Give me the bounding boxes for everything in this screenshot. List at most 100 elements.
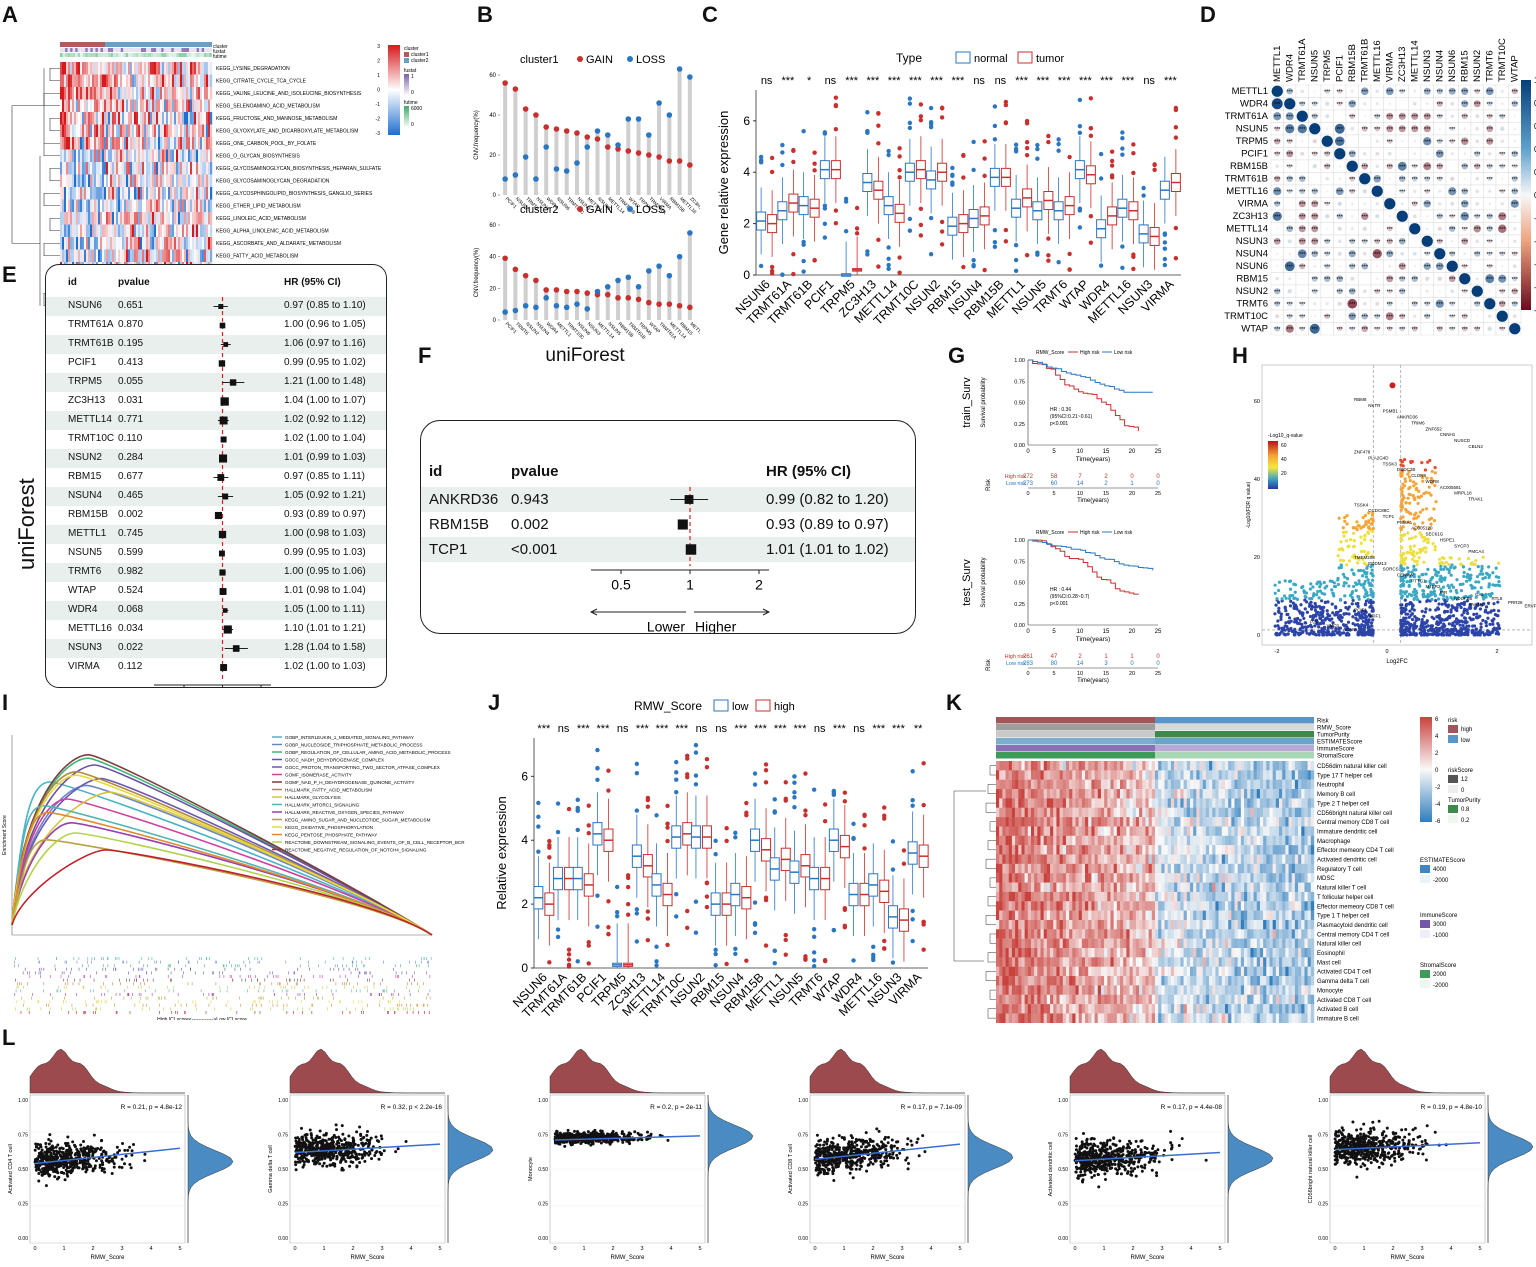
heat-cell bbox=[140, 174, 143, 188]
sig-stars: *** bbox=[1349, 102, 1356, 108]
futime-cell bbox=[168, 53, 172, 57]
outlier bbox=[918, 114, 924, 119]
heat-cell bbox=[86, 124, 89, 138]
heat-cell bbox=[104, 224, 107, 238]
heat-cell bbox=[178, 162, 181, 175]
heat-cell bbox=[158, 124, 161, 138]
heat-cell bbox=[158, 174, 161, 188]
heat-cell bbox=[68, 199, 71, 213]
gene-point bbox=[1436, 570, 1441, 574]
corr-circle bbox=[1362, 226, 1367, 231]
gene-point bbox=[1470, 585, 1474, 589]
hr-point bbox=[218, 530, 227, 539]
corr-circle bbox=[1425, 289, 1429, 293]
sig-stars: *** bbox=[1312, 102, 1319, 108]
forest-id: METTL1 bbox=[68, 528, 107, 539]
gene-point bbox=[1349, 538, 1353, 542]
stick bbox=[626, 119, 631, 195]
heat-cell bbox=[138, 99, 141, 113]
outlier bbox=[1098, 263, 1104, 268]
corr-circle bbox=[1438, 290, 1441, 293]
heat-cell bbox=[142, 162, 145, 175]
heat-cell bbox=[132, 237, 135, 250]
gain-point bbox=[502, 80, 508, 86]
heat-cell bbox=[138, 112, 141, 125]
sig-stars: *** bbox=[1449, 227, 1456, 233]
gene-point bbox=[1361, 574, 1365, 578]
gene-point bbox=[1309, 607, 1314, 611]
gene-point bbox=[1408, 501, 1412, 505]
sig-stars: *** bbox=[1487, 277, 1494, 283]
heat-cell bbox=[136, 212, 139, 225]
heat-cell bbox=[192, 124, 195, 138]
heat-cell bbox=[64, 62, 67, 75]
corr-circle bbox=[1485, 274, 1495, 284]
outlier bbox=[1131, 266, 1136, 272]
gene-point bbox=[1304, 625, 1308, 630]
heat-cell bbox=[136, 87, 139, 100]
gene-point bbox=[1362, 595, 1367, 599]
gene-point bbox=[1454, 617, 1459, 621]
heat-cell bbox=[84, 224, 87, 238]
heat-cell bbox=[134, 174, 137, 188]
gene-point bbox=[1418, 531, 1422, 535]
outlier bbox=[992, 227, 998, 233]
heat-cell bbox=[182, 174, 185, 188]
heat-cell bbox=[158, 99, 161, 113]
heat-cell bbox=[184, 237, 187, 250]
gene-point bbox=[1409, 551, 1413, 555]
gene-point bbox=[1459, 589, 1464, 593]
heat-cell bbox=[210, 137, 213, 150]
corr-circle bbox=[1286, 225, 1294, 233]
corr-circle bbox=[1448, 87, 1456, 95]
gene-point bbox=[1428, 579, 1432, 584]
corr-circle bbox=[1414, 240, 1416, 242]
heat-cell bbox=[178, 199, 181, 213]
corr-circle bbox=[1350, 276, 1355, 281]
heat-cell bbox=[130, 62, 133, 75]
gene-point bbox=[1362, 586, 1366, 590]
corr-circle bbox=[1297, 124, 1307, 134]
futime-cell bbox=[90, 53, 93, 57]
heat-cell bbox=[134, 199, 137, 213]
heat-cell bbox=[158, 62, 161, 75]
heat-cell bbox=[208, 87, 211, 100]
gene-point bbox=[1480, 567, 1484, 571]
outlier bbox=[822, 235, 828, 240]
corr-circle bbox=[1337, 226, 1342, 231]
corr-circle bbox=[1274, 200, 1281, 207]
heat-cell bbox=[104, 174, 107, 188]
gene-point bbox=[1423, 468, 1428, 472]
corr-circle bbox=[1339, 115, 1341, 117]
gene-point bbox=[1476, 633, 1480, 637]
gene-point bbox=[1420, 620, 1424, 624]
corr-circle bbox=[1348, 287, 1356, 295]
heat-cell bbox=[68, 87, 71, 100]
heat-cell bbox=[62, 212, 65, 225]
heat-cell bbox=[192, 74, 195, 88]
gene-point bbox=[1429, 590, 1433, 594]
heat-cell bbox=[136, 199, 139, 213]
gene-point bbox=[1461, 620, 1465, 624]
corr-circle bbox=[1314, 178, 1316, 180]
gene-point bbox=[1412, 550, 1416, 554]
heat-cell bbox=[116, 124, 119, 138]
outlier bbox=[907, 125, 913, 131]
heat-cell bbox=[90, 112, 93, 125]
outlier bbox=[854, 205, 860, 211]
heat-cell bbox=[88, 237, 91, 250]
gene-point bbox=[1412, 484, 1416, 488]
heat-cell bbox=[70, 162, 73, 175]
corr-circle bbox=[1285, 124, 1295, 134]
heat-cell bbox=[208, 237, 211, 250]
corr-circle bbox=[1273, 112, 1282, 121]
gene-point bbox=[1334, 605, 1338, 609]
heat-cell bbox=[86, 87, 89, 100]
corr-circle bbox=[1324, 88, 1330, 94]
heat-cell bbox=[200, 187, 203, 200]
risk-count-low: 273 bbox=[1023, 481, 1034, 487]
heat-cell bbox=[150, 237, 153, 250]
outlier bbox=[865, 252, 870, 257]
gene-point bbox=[1370, 513, 1375, 517]
heat-cell bbox=[102, 124, 105, 138]
